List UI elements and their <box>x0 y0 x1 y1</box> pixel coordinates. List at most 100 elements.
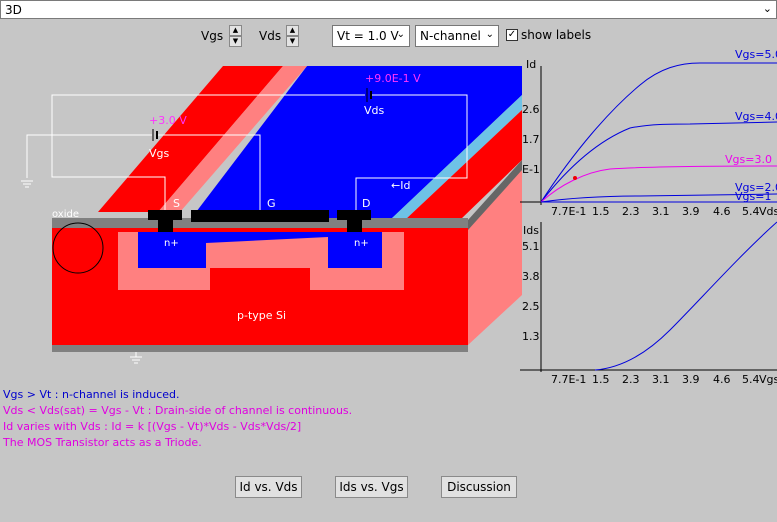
n-plus-left-label: n+ <box>164 238 179 249</box>
drain-plug <box>347 220 362 232</box>
curve-vgs-4 <box>540 121 777 203</box>
ids-vgs-x-tick: 1.5 <box>592 373 610 385</box>
ids-vgs-y-title: Ids <box>523 224 539 237</box>
vds-down-icon[interactable]: ▼ <box>286 36 299 47</box>
view-select-value: 3D <box>5 3 22 17</box>
chevron-down-icon: ⌄ <box>762 2 772 15</box>
ids-vgs-y-tick: 2.5 <box>522 300 540 313</box>
drain-label: D <box>362 197 370 210</box>
vds-label-device: Vds <box>364 104 385 117</box>
id-vds-x-title: Vds <box>759 205 777 218</box>
vgs-spinner[interactable]: ▲ ▼ <box>229 25 242 47</box>
vds-up-icon[interactable]: ▲ <box>286 25 299 36</box>
view-select[interactable]: 3D ⌄ <box>0 0 777 19</box>
curve-label: Vgs=1 <box>735 190 771 203</box>
wire-source <box>51 94 365 210</box>
id-vds-chart: Id 2.6 1.7 E-1 7.7E-1 1.5 2.3 3.1 3.9 4.… <box>520 50 777 218</box>
id-vds-x-tick: 5.4 <box>742 205 760 218</box>
vgs-value: +3.0 V <box>149 114 187 127</box>
vds-value: +9.0E-1 V <box>365 72 421 85</box>
ids-vgs-y-tick: 1.3 <box>522 330 540 343</box>
chevron-down-icon: ⌄ <box>396 29 405 40</box>
id-vds-x-tick: 3.9 <box>682 205 700 218</box>
curve-vgs-3 <box>540 165 777 203</box>
message-line: Vds < Vds(sat) = Vgs - Vt : Drain-side o… <box>3 404 353 417</box>
curve-label: Vgs=5.0 <box>735 50 777 61</box>
gate-top-surface <box>190 66 522 220</box>
show-labels-checkbox[interactable]: ✓ <box>506 29 518 41</box>
n-plus-source <box>138 232 206 268</box>
device-and-charts: +9.0E-1 V Vds +3.0 V Vgs S G D ←Id oxide… <box>21 50 777 385</box>
curve-label: Vgs=4.0 <box>735 110 777 123</box>
bottom-contact <box>52 345 468 352</box>
vgs-down-icon[interactable]: ▼ <box>229 36 242 47</box>
message-line: Id varies with Vds : Id = k [(Vgs - Vt)*… <box>3 420 302 433</box>
id-vds-x-tick: 3.1 <box>652 205 670 218</box>
id-arrow-label: ←Id <box>391 179 410 192</box>
ground-icon <box>21 180 33 188</box>
ids-vgs-x-tick: 7.7E-1 <box>551 373 586 385</box>
id-vds-x-tick: 7.7E-1 <box>551 205 586 218</box>
oxide-label: oxide <box>52 209 79 220</box>
source-label: S <box>173 197 180 210</box>
message-line: The MOS Transistor acts as a Triode. <box>3 436 202 449</box>
ground-icon <box>130 352 142 364</box>
source-plug <box>158 220 173 232</box>
substrate-label: p-type Si <box>237 309 286 322</box>
show-labels-label: show labels <box>521 28 592 42</box>
vgs-label-device: Vgs <box>149 147 170 160</box>
id-vds-x-tick: 4.6 <box>713 205 731 218</box>
gate-contact <box>191 210 329 222</box>
operating-point <box>573 176 577 180</box>
id-vds-y-tick: 1.7 <box>522 133 540 146</box>
ids-vgs-x-tick: 5.4 <box>742 373 760 385</box>
ids-vgs-y-tick: 3.8 <box>522 270 540 283</box>
ids-vs-vgs-button[interactable]: Ids vs. Vgs <box>335 476 408 498</box>
wire-ground <box>26 134 152 178</box>
id-vds-x-tick: 1.5 <box>592 205 610 218</box>
vds-spinner[interactable]: ▲ ▼ <box>286 25 299 47</box>
channel-select[interactable]: N-channel ⌄ <box>415 25 499 47</box>
chevron-down-icon: ⌄ <box>485 29 494 40</box>
message-line: Vgs > Vt : n-channel is induced. <box>3 388 180 401</box>
id-vds-y-title: Id <box>526 58 536 71</box>
discussion-button[interactable]: Discussion <box>441 476 517 498</box>
vt-select-value: Vt = 1.0 V <box>337 29 399 43</box>
oxide-edge <box>390 95 522 220</box>
id-vs-vds-button[interactable]: Id vs. Vds <box>235 476 302 498</box>
channel-select-value: N-channel <box>420 29 481 43</box>
id-vds-y-tick: 2.6 <box>522 103 540 116</box>
ids-vgs-chart: Ids 5.1 3.8 2.5 1.3 7.7E-1 1.5 2.3 3.1 3… <box>520 221 777 385</box>
probe-circle <box>52 222 104 274</box>
vds-label: Vds <box>259 29 282 43</box>
n-plus-drain <box>328 232 382 268</box>
id-vds-x-tick: 2.3 <box>622 205 640 218</box>
ids-vgs-x-tick: 3.9 <box>682 373 700 385</box>
right-red-slab <box>405 110 522 220</box>
left-red-slab <box>98 66 283 212</box>
curve-label: Vgs=2.0 <box>735 181 777 194</box>
curve-vgs-5 <box>540 62 777 203</box>
substrate-bump <box>210 268 310 290</box>
ids-vgs-x-tick: 3.1 <box>652 373 670 385</box>
gate-label: G <box>267 197 276 210</box>
left-pink-slab <box>158 66 307 212</box>
inversion-channel <box>206 232 328 243</box>
curve-vgs-2 <box>540 193 777 203</box>
curve-label: Vgs=3.0 <box>725 153 772 166</box>
ids-vgs-x-tick: 4.6 <box>713 373 731 385</box>
ids-vgs-x-tick: 2.3 <box>622 373 640 385</box>
vgs-label: Vgs <box>201 29 224 43</box>
wire-drain <box>355 94 468 210</box>
ids-vgs-y-tick: 5.1 <box>522 240 540 253</box>
id-vds-y-tick: E-1 <box>522 163 540 176</box>
wire-gate <box>158 134 261 210</box>
source-contact <box>148 210 182 220</box>
n-plus-right-label: n+ <box>354 238 369 249</box>
oxide-front <box>52 218 468 228</box>
id-vds-x-ticks: 7.7E-1 1.5 2.3 3.1 3.9 4.6 5.4 Vds <box>551 205 777 218</box>
vt-select[interactable]: Vt = 1.0 V ⌄ <box>332 25 410 47</box>
ids-vgs-curve <box>594 221 777 371</box>
vgs-up-icon[interactable]: ▲ <box>229 25 242 36</box>
oxide-side-face <box>468 160 522 230</box>
